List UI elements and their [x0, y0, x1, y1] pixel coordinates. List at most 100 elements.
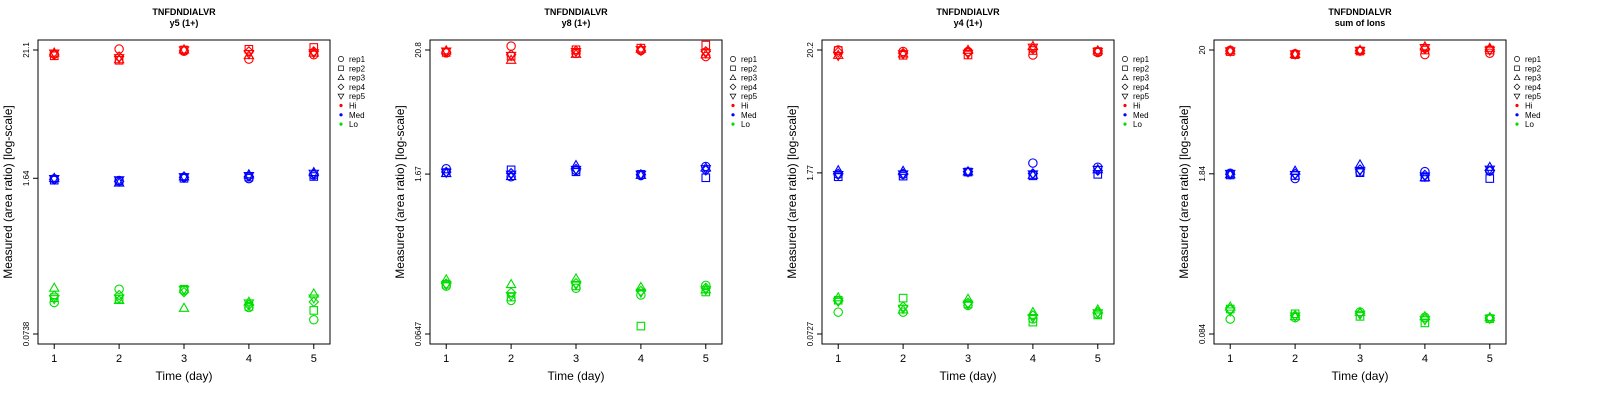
x-axis-label: Time (day) [156, 369, 213, 383]
data-point [48, 290, 60, 302]
legend-dot [731, 122, 735, 126]
y-tick-label: 1.84 [1198, 165, 1207, 181]
data-point [48, 295, 60, 305]
data-point [1419, 44, 1431, 54]
x-tick-label: 3 [965, 353, 971, 365]
chart-subtitle: y5 (1+) [170, 18, 199, 28]
data-point [113, 54, 125, 64]
chart-title: TNFDNDIALVR [152, 7, 216, 17]
x-tick-label: 1 [1227, 353, 1233, 365]
data-point [178, 286, 190, 298]
legend-label: Med [741, 111, 757, 120]
series-med [48, 166, 320, 187]
legend-label: rep3 [1525, 74, 1542, 83]
y-axis-label: Measured (area ratio) [log-scale] [1, 105, 15, 278]
data-point [505, 278, 517, 289]
data-point [505, 54, 517, 64]
data-point [700, 286, 712, 296]
data-point [113, 289, 125, 301]
data-point [179, 284, 189, 294]
legend-dot [731, 103, 735, 108]
plot-frame [37, 39, 331, 345]
chart-subtitle: y4 (1+) [954, 18, 983, 28]
y-tick-label: 20.8 [414, 42, 423, 58]
data-point [178, 173, 190, 183]
data-point [1289, 171, 1301, 181]
series-hi [832, 40, 1104, 62]
data-point [113, 176, 125, 186]
y-axis-label: Measured (area ratio) [log-scale] [785, 105, 799, 278]
legend-dot [1515, 122, 1519, 126]
series-lo [440, 272, 712, 331]
data-point [1354, 46, 1366, 57]
legend-label: Lo [741, 120, 750, 129]
legend-label: rep1 [1525, 55, 1542, 64]
legend-label: rep4 [741, 83, 758, 92]
data-point [505, 170, 517, 181]
series-med [440, 159, 712, 183]
data-point [244, 44, 254, 54]
data-point [1027, 310, 1039, 321]
legend-label: rep2 [1525, 64, 1542, 73]
y-tick-label: 20 [1198, 45, 1207, 54]
x-tick-label: 3 [573, 353, 579, 365]
data-point [700, 49, 712, 59]
data-point [114, 44, 124, 54]
data-point [309, 315, 319, 325]
legend-marker [1121, 93, 1129, 100]
legend-dot [1515, 103, 1519, 108]
data-point [962, 49, 974, 60]
data-point [1354, 44, 1366, 54]
y-tick-label: 1.67 [414, 166, 423, 182]
x-tick-label: 5 [311, 353, 317, 365]
legend-label: rep1 [741, 55, 758, 64]
legend-marker [1121, 83, 1129, 91]
data-point [897, 165, 909, 175]
x-tick-label: 4 [1030, 353, 1036, 365]
series-hi [48, 43, 320, 65]
data-point [308, 294, 320, 305]
data-point [570, 280, 582, 291]
legend-label: Lo [1133, 120, 1142, 129]
legend-label: Hi [741, 102, 749, 111]
data-point [1419, 310, 1431, 321]
data-point [309, 306, 319, 315]
data-point [570, 48, 582, 58]
y-tick-label: 0.0727 [806, 321, 815, 346]
data-point [700, 162, 712, 172]
legend-marker [1513, 93, 1521, 100]
data-point [636, 321, 646, 331]
legend-label: rep4 [349, 83, 366, 92]
legend-label: rep5 [1525, 92, 1542, 101]
data-point [440, 281, 452, 291]
x-tick-label: 4 [1422, 353, 1428, 365]
legend-dot [339, 122, 343, 126]
data-point [832, 51, 844, 62]
data-point [1224, 169, 1236, 180]
data-point [440, 168, 452, 179]
data-point [832, 297, 844, 308]
data-point [308, 296, 320, 308]
data-point [701, 40, 711, 50]
data-point [962, 293, 974, 303]
chart-title: TNFDNDIALVR [936, 7, 1000, 17]
data-point [700, 165, 712, 175]
legend-dot [731, 113, 735, 117]
data-point [1484, 165, 1496, 176]
series-lo [832, 291, 1104, 327]
y-tick-label: 0.0647 [414, 321, 423, 346]
data-point [833, 307, 843, 317]
legend-marker [1514, 65, 1520, 71]
plot-frame [429, 39, 723, 345]
x-tick-label: 5 [1095, 353, 1101, 365]
data-point [832, 46, 844, 58]
x-tick-label: 2 [900, 353, 906, 365]
data-point [114, 284, 124, 294]
data-point [1289, 50, 1301, 61]
data-point [570, 159, 582, 170]
